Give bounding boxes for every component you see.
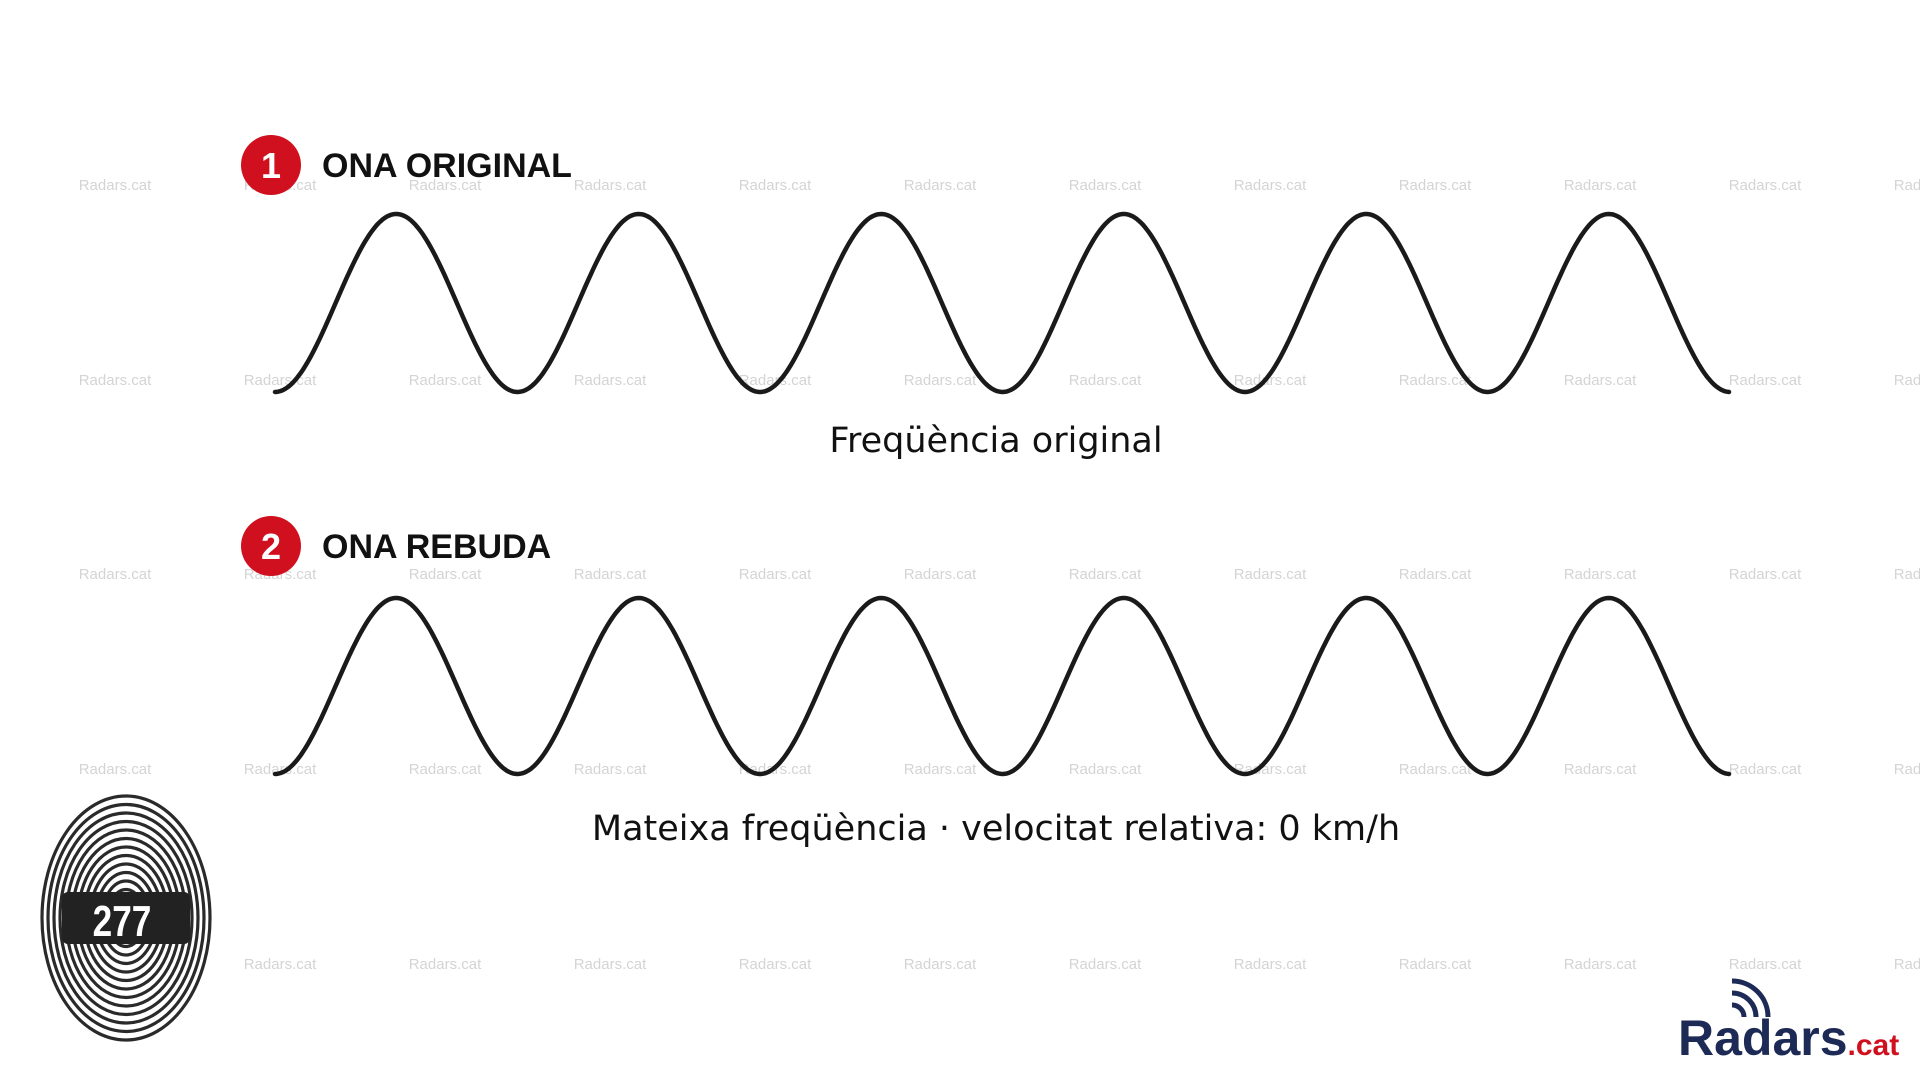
watermark: Radars.cat bbox=[1399, 761, 1472, 778]
watermark: Radars.cat bbox=[79, 372, 152, 389]
watermark: Radars.cat bbox=[1894, 566, 1920, 583]
watermark: Radars.cat bbox=[904, 177, 977, 194]
section-number: 1 bbox=[261, 145, 281, 186]
watermark: Radars.cat bbox=[1234, 566, 1307, 583]
section-1: 1 ONA ORIGINAL Freqüència original bbox=[241, 135, 1163, 461]
watermark: Radars.cat bbox=[1399, 566, 1472, 583]
watermark: Radars.cat bbox=[1234, 956, 1307, 973]
watermark: Radars.cat bbox=[1894, 177, 1920, 194]
watermark: Radars.cat bbox=[1234, 372, 1307, 389]
watermark: Radars.cat bbox=[409, 177, 482, 194]
watermark: Radars.cat bbox=[739, 956, 812, 973]
watermark: Radars.cat bbox=[574, 566, 647, 583]
wave bbox=[272, 595, 1732, 777]
watermark: Radars.cat bbox=[79, 566, 152, 583]
watermark: Radars.cat bbox=[1069, 177, 1142, 194]
watermark: Radars.cat bbox=[409, 566, 482, 583]
section-title: ONA REBUDA bbox=[322, 528, 551, 566]
watermark: Radars.cat bbox=[574, 372, 647, 389]
watermark: Radars.cat bbox=[1399, 372, 1472, 389]
watermark: Radars.cat bbox=[1729, 761, 1802, 778]
watermark: Radars.cat bbox=[1564, 761, 1637, 778]
watermark: Radars.cat bbox=[1894, 761, 1920, 778]
watermark: Radars.cat bbox=[574, 956, 647, 973]
logo: Radars.cat bbox=[1678, 978, 1899, 1066]
watermark: Radars.cat bbox=[409, 761, 482, 778]
badge-band bbox=[62, 892, 190, 944]
watermark: Radars.cat bbox=[1069, 566, 1142, 583]
watermark: Radars.cat bbox=[1399, 956, 1472, 973]
section-number: 2 bbox=[261, 526, 281, 567]
watermark: Radars.cat bbox=[244, 956, 317, 973]
watermark: Radars.cat bbox=[1069, 956, 1142, 973]
watermark: Radars.cat bbox=[904, 956, 977, 973]
watermark: Radars.cat bbox=[904, 566, 977, 583]
section-title: ONA ORIGINAL bbox=[322, 147, 572, 185]
section-caption: Freqüència original bbox=[829, 421, 1162, 461]
watermarks: Radars.cat Radars.cat Radars.cat Radars.cat… bbox=[79, 177, 1920, 973]
badge-number: 277 bbox=[93, 897, 152, 946]
watermark: Radars.cat bbox=[739, 177, 812, 194]
watermark: Radars.cat bbox=[1729, 177, 1802, 194]
section-caption: Mateixa freqüència · velocitat relativa:… bbox=[592, 809, 1400, 849]
watermark: Radars.cat bbox=[739, 566, 812, 583]
watermark: Radars.cat bbox=[244, 372, 317, 389]
logo-name-text: Radars bbox=[1678, 1010, 1848, 1066]
logo-suffix: .cat bbox=[1848, 1029, 1900, 1062]
signal-arc bbox=[1731, 978, 1771, 1018]
logo-name: Radars.cat bbox=[1678, 1010, 1899, 1066]
watermark: Radars.cat bbox=[1399, 177, 1472, 194]
fingerprint: 277 bbox=[40, 794, 212, 1042]
watermark: Radars.cat bbox=[79, 177, 152, 194]
wave bbox=[272, 211, 1732, 395]
watermark: Radars.cat bbox=[409, 372, 482, 389]
watermark: Radars.cat bbox=[1729, 956, 1802, 973]
watermark: Radars.cat bbox=[739, 372, 812, 389]
fingerprint-ridge bbox=[46, 802, 206, 1034]
number-badge bbox=[241, 516, 301, 576]
watermark: Radars.cat bbox=[1729, 372, 1802, 389]
watermark: Radars.cat bbox=[574, 177, 647, 194]
number-badge bbox=[241, 135, 301, 195]
watermark: Radars.cat bbox=[244, 761, 317, 778]
fingerprint-ridge bbox=[40, 794, 212, 1042]
watermark: Radars.cat bbox=[1564, 177, 1637, 194]
watermark: Radars.cat bbox=[1729, 566, 1802, 583]
watermark: Radars.cat bbox=[1069, 761, 1142, 778]
watermark: Radars.cat bbox=[904, 372, 977, 389]
signal-arc bbox=[1731, 990, 1759, 1018]
watermark: Radars.cat bbox=[574, 761, 647, 778]
watermark: Radars.cat bbox=[1564, 956, 1637, 973]
watermark: Radars.cat bbox=[1894, 372, 1920, 389]
watermark: Radars.cat bbox=[1564, 566, 1637, 583]
watermark: Radars.cat bbox=[1894, 956, 1920, 973]
signal-arc bbox=[1731, 1002, 1747, 1018]
waves bbox=[272, 211, 1732, 777]
watermark: Radars.cat bbox=[1234, 177, 1307, 194]
watermark: Radars.cat bbox=[409, 956, 482, 973]
fingerprint-ridge bbox=[52, 811, 200, 1025]
watermark: Radars.cat bbox=[79, 761, 152, 778]
watermark: Radars.cat bbox=[1069, 372, 1142, 389]
fingerprint-ridge bbox=[58, 819, 194, 1017]
watermark: Radars.cat bbox=[904, 761, 977, 778]
watermark: Radars.cat bbox=[1564, 372, 1637, 389]
section-2: 2 ONA REBUDA Mateixa freqüència · veloci… bbox=[241, 516, 1400, 849]
